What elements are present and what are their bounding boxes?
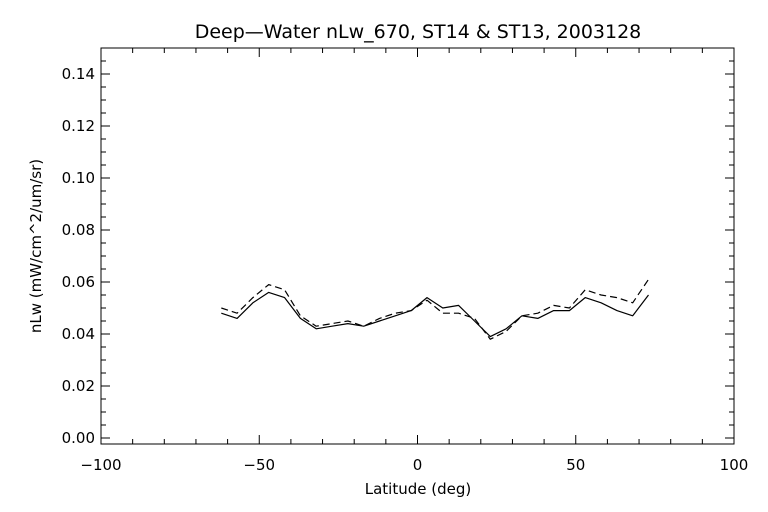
y-tick-label: 0.08	[62, 221, 95, 239]
series-line-solid	[221, 291, 649, 338]
y-tick-label: 0.00	[62, 429, 95, 447]
x-tick-label: 100	[720, 456, 749, 474]
x-tick-label: −50	[243, 456, 275, 474]
y-tick-label: 0.06	[62, 273, 95, 291]
x-tick-label: −100	[80, 456, 121, 474]
chart-title: Deep—Water nLw_670, ST14 & ST13, 2003128	[195, 21, 642, 43]
series-lines	[221, 279, 649, 340]
y-tick-label: 0.04	[62, 325, 95, 343]
y-tick-label: 0.14	[62, 65, 95, 83]
series-line-dashed	[221, 279, 649, 340]
tick-labels: −100 −50 0 50 100 0.00 0.02 0.04 0.06 0.08 0.10 0.1…	[62, 65, 749, 474]
y-axis-label: nLw (mW/cm^2/um/sr)	[27, 159, 45, 333]
plot-frame	[100, 47, 735, 445]
y-tick-label: 0.02	[62, 377, 95, 395]
x-axis-label: Latitude (deg)	[365, 480, 471, 498]
x-tick-label: 0	[413, 456, 423, 474]
x-tick-label: 50	[566, 456, 585, 474]
y-tick-label: 0.10	[62, 169, 95, 187]
y-tick-label: 0.12	[62, 117, 95, 135]
axis-ticks	[100, 47, 735, 444]
